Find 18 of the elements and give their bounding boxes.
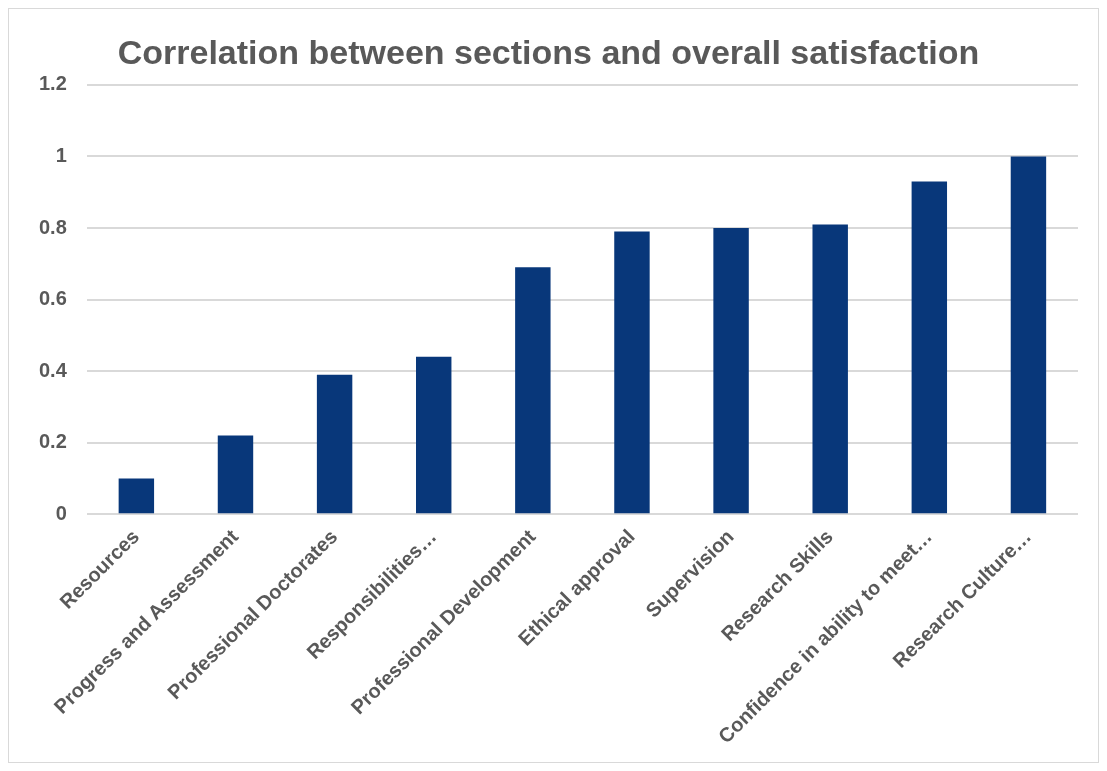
bar [614, 231, 650, 514]
y-tick-label: 0.6 [38, 287, 67, 310]
bar [812, 224, 848, 514]
y-tick-label: 1.2 [38, 72, 67, 95]
bar [1010, 156, 1047, 514]
bar [416, 356, 452, 514]
bar [515, 267, 551, 514]
bar [911, 181, 948, 514]
bar [217, 435, 254, 514]
bar [713, 227, 749, 514]
y-tick-label: 0.8 [38, 215, 67, 238]
y-tick-label: 0.2 [38, 430, 67, 453]
y-tick-label: 1 [55, 143, 67, 166]
y-tick-label: 0.4 [38, 358, 68, 381]
bar [316, 374, 353, 514]
chart-title: Correlation between sections and overall satisfaction [117, 32, 980, 71]
bar [118, 478, 155, 514]
y-tick-label: 0 [55, 501, 67, 524]
